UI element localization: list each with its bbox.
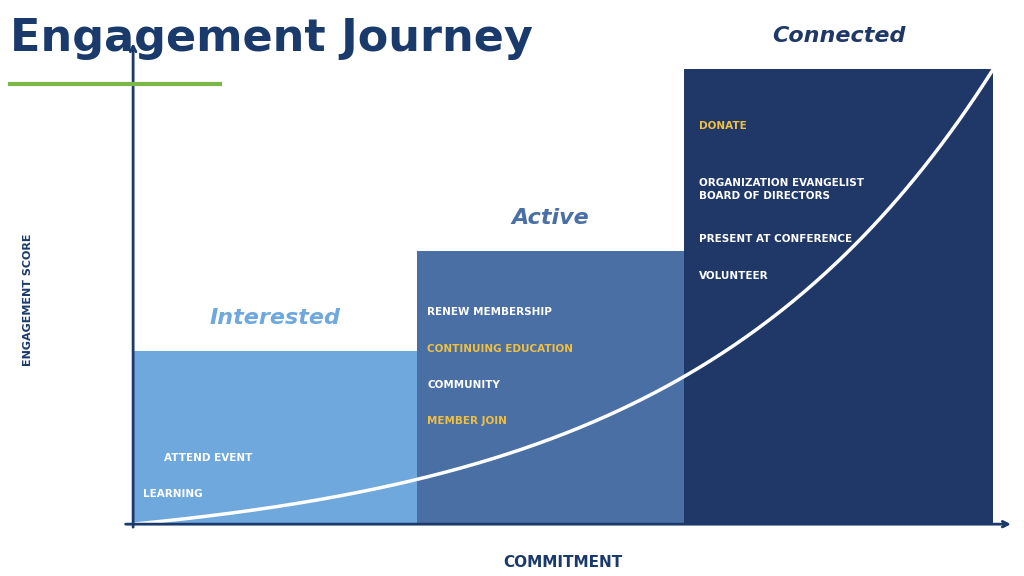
Text: VOLUNTEER: VOLUNTEER: [699, 271, 769, 281]
Text: Engagement Journey: Engagement Journey: [10, 17, 534, 60]
Text: Active: Active: [511, 208, 589, 228]
Text: ORGANIZATION EVANGELIST
BOARD OF DIRECTORS: ORGANIZATION EVANGELIST BOARD OF DIRECTO…: [699, 178, 864, 201]
Bar: [133, 351, 417, 524]
Text: ATTEND EVENT: ATTEND EVENT: [164, 453, 252, 463]
Text: COMMUNITY: COMMUNITY: [427, 380, 500, 390]
Bar: [684, 69, 993, 524]
Text: RENEW MEMBERSHIP: RENEW MEMBERSHIP: [427, 307, 552, 317]
Text: ENGAGEMENT SCORE: ENGAGEMENT SCORE: [23, 233, 33, 366]
Text: LEARNING: LEARNING: [143, 489, 203, 499]
Text: Connected: Connected: [772, 26, 905, 46]
Text: DONATE: DONATE: [699, 120, 746, 131]
Text: Interested: Interested: [210, 308, 341, 328]
Text: COMMITMENT: COMMITMENT: [504, 555, 623, 570]
Text: MEMBER JOIN: MEMBER JOIN: [427, 416, 507, 426]
Text: CONTINUING EDUCATION: CONTINUING EDUCATION: [427, 343, 573, 354]
Bar: [417, 251, 684, 524]
Text: PRESENT AT CONFERENCE: PRESENT AT CONFERENCE: [699, 234, 852, 244]
